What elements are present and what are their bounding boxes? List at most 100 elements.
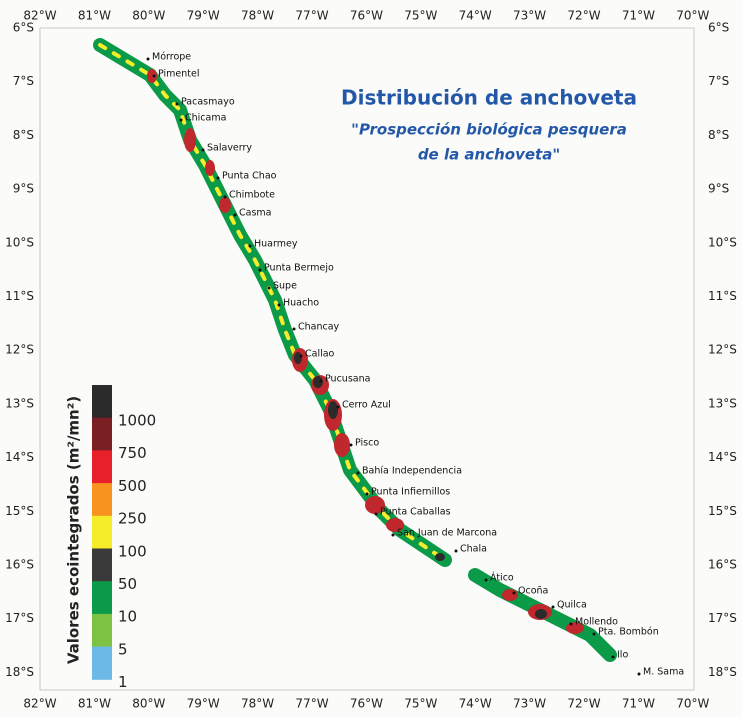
- longitude-label: 79°W: [187, 697, 220, 711]
- latitude-label: 10°S: [5, 235, 34, 249]
- longitude-label: 72°W: [567, 697, 600, 711]
- longitude-label: 75°W: [404, 9, 437, 23]
- longitude-label: 76°W: [350, 697, 383, 711]
- longitude-label: 73°W: [513, 697, 546, 711]
- place-label: Chancay: [298, 322, 340, 333]
- place-marker: [365, 492, 369, 496]
- latitude-label: 18°S: [5, 665, 34, 679]
- place-marker: [637, 672, 641, 676]
- place-label: Salaverry: [207, 143, 252, 154]
- place-marker: [356, 471, 360, 475]
- place-label: Punta Infiernillos: [371, 487, 450, 498]
- place-marker: [319, 379, 323, 383]
- latitude-label: 6°S: [13, 21, 34, 35]
- place-label: Chimbote: [229, 190, 275, 201]
- latitude-label: 8°S: [13, 128, 34, 142]
- legend-label: 1000: [118, 412, 156, 430]
- latitude-label: 11°S: [708, 289, 737, 303]
- longitude-label: 78°W: [241, 9, 274, 23]
- longitude-label: 74°W: [459, 9, 492, 23]
- place-label: Pucusana: [325, 374, 370, 385]
- place-label: Bahía Independencia: [362, 466, 462, 477]
- title: Distribución de anchoveta: [341, 86, 637, 110]
- longitude-label: 76°W: [350, 9, 383, 23]
- latitude-label: 9°S: [13, 182, 34, 196]
- place-label: Mórrope: [152, 52, 191, 63]
- latitude-label: 13°S: [5, 396, 34, 410]
- legend-swatch: [92, 417, 112, 451]
- latitude-label: 14°S: [5, 450, 34, 464]
- legend-label: 100: [118, 542, 147, 560]
- place-label: Casma: [239, 208, 271, 219]
- legend-label: 250: [118, 510, 147, 528]
- place-marker: [258, 268, 262, 272]
- place-marker: [152, 74, 156, 78]
- place-marker: [267, 286, 271, 290]
- place-label: Quilca: [557, 600, 587, 611]
- latitude-label: 12°S: [708, 343, 737, 357]
- longitude-label: 75°W: [404, 697, 437, 711]
- place-marker: [391, 533, 395, 537]
- legend-swatch: [92, 450, 112, 484]
- place-marker: [374, 512, 378, 516]
- longitude-label: 70°W: [676, 697, 709, 711]
- place-marker: [454, 549, 458, 553]
- longitude-label: 78°W: [241, 697, 274, 711]
- place-label: Chala: [460, 544, 487, 555]
- longitude-label: 73°W: [513, 9, 546, 23]
- latitude-label: 9°S: [708, 182, 729, 196]
- place-marker: [611, 655, 615, 659]
- place-label: Chicama: [185, 113, 226, 124]
- place-label: Supe: [273, 281, 297, 292]
- longitude-label: 71°W: [622, 697, 655, 711]
- place-marker: [277, 303, 281, 307]
- longitude-label: 82°W: [23, 697, 56, 711]
- legend-title: Valores ecointegrados (m²/mn²): [65, 396, 83, 664]
- place-marker: [146, 57, 150, 61]
- legend-swatch: [92, 548, 112, 582]
- latitude-label: 7°S: [708, 74, 729, 88]
- latitude-label: 17°S: [5, 611, 34, 625]
- longitude-label: 72°W: [567, 9, 600, 23]
- place-label: Ocoña: [518, 586, 548, 597]
- place-marker: [179, 118, 183, 122]
- place-marker: [551, 605, 555, 609]
- place-label: M. Sama: [643, 667, 684, 678]
- place-label: Huarmey: [254, 239, 298, 250]
- place-label: Mollendo: [575, 617, 618, 628]
- subtitle-line: "Prospección biológica pesquera: [351, 121, 627, 139]
- latitude-label: 6°S: [708, 21, 729, 35]
- place-label: San Juan de Marcona: [397, 528, 497, 539]
- longitude-label: 70°W: [676, 9, 709, 23]
- latitude-label: 11°S: [5, 289, 34, 303]
- latitude-label: 18°S: [708, 665, 737, 679]
- place-marker: [216, 176, 220, 180]
- place-label: Pacasmayo: [181, 97, 235, 108]
- latitude-label: 16°S: [5, 558, 34, 572]
- place-label: Huacho: [283, 298, 319, 309]
- place-label: Pta. Bombón: [598, 627, 659, 638]
- legend-label: 50: [118, 575, 137, 593]
- place-label: Callao: [305, 349, 335, 360]
- latitude-label: 12°S: [5, 343, 34, 357]
- legend-label: 5: [118, 640, 128, 658]
- place-label: Punta Caballas: [380, 507, 451, 518]
- legend-swatch: [92, 613, 112, 648]
- place-marker: [175, 102, 179, 106]
- longitude-label: 74°W: [459, 697, 492, 711]
- place-label: Pimentel: [158, 69, 200, 80]
- place-marker: [223, 195, 227, 199]
- latitude-label: 8°S: [708, 128, 729, 142]
- latitude-label: 10°S: [708, 235, 737, 249]
- legend-label: 750: [118, 444, 147, 462]
- latitude-label: 15°S: [708, 504, 737, 518]
- place-label: Punta Bermejo: [264, 263, 334, 274]
- latitude-label: 13°S: [708, 396, 737, 410]
- latitude-label: 7°S: [13, 74, 34, 88]
- place-marker: [484, 578, 488, 582]
- map-frame: [39, 27, 695, 691]
- latitude-label: 15°S: [5, 504, 34, 518]
- legend-swatch: [92, 483, 112, 517]
- place-marker: [299, 354, 303, 358]
